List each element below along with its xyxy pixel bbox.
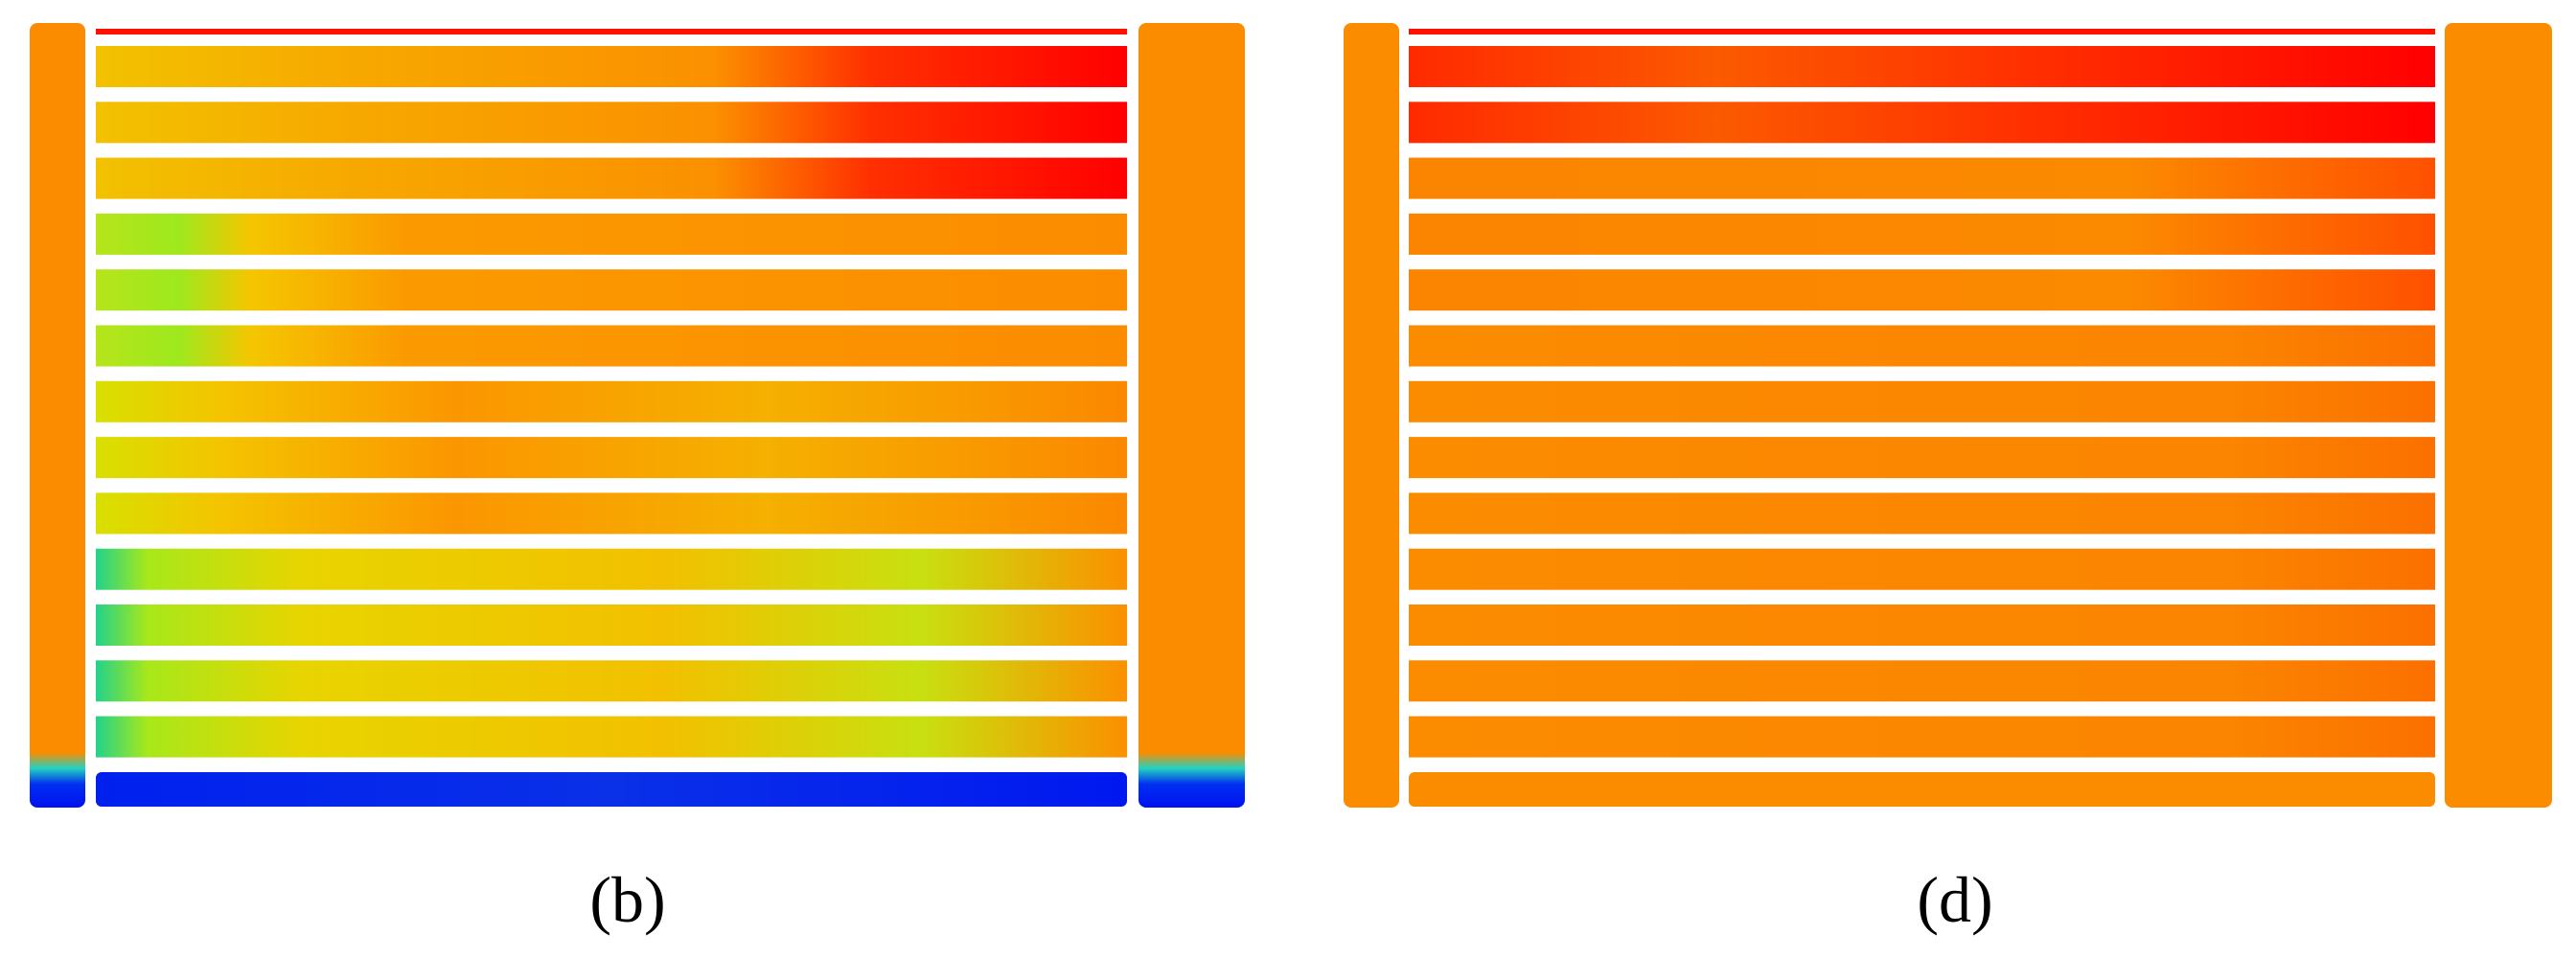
channel [1409,380,2435,422]
channel [96,325,1127,367]
side-column [1138,23,1245,808]
channel [1409,46,2435,87]
channel [96,102,1127,144]
bottom-channel [1409,772,2435,807]
channel [96,492,1127,535]
channel [96,269,1127,311]
channel [1409,716,2435,758]
channel [1409,269,2435,311]
channel [1409,437,2435,479]
channel [1409,548,2435,590]
channel [1409,157,2435,199]
top-strip [1409,29,2435,34]
channel [96,548,1127,590]
channel [1409,102,2435,144]
channel [96,380,1127,422]
side-column [2445,23,2552,808]
channel [1409,660,2435,702]
top-strip [96,29,1127,34]
channel [1409,213,2435,255]
channel [96,213,1127,255]
side-column [30,23,85,808]
channel [96,157,1127,199]
channel [1409,492,2435,535]
channel [96,660,1127,702]
channel [96,604,1127,646]
panel-label: (b) [589,863,665,936]
channel [1409,325,2435,367]
channel [96,437,1127,479]
channel [96,46,1127,87]
channel [1409,604,2435,646]
panel-label: (d) [1917,863,1992,936]
channel [96,716,1127,758]
side-column [1344,23,1399,808]
bottom-channel [96,772,1127,807]
contour-panels [30,23,2552,808]
